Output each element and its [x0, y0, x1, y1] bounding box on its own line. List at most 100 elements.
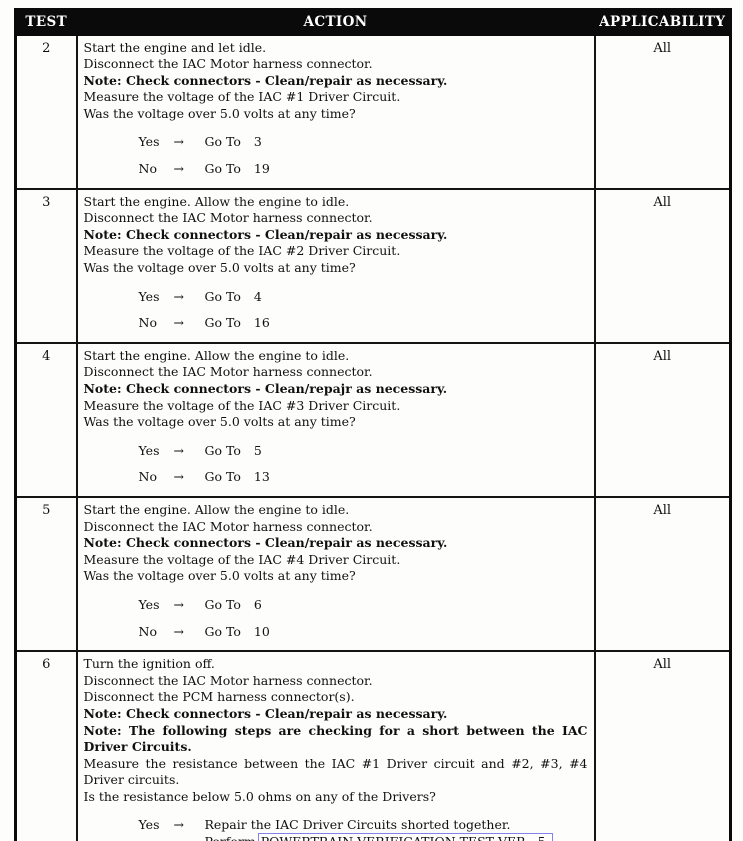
- answer-label: Yes: [138, 817, 160, 833]
- table-header-row: TEST ACTION APPLICABILITY: [14, 8, 732, 36]
- applicability-cell: All: [593, 650, 732, 841]
- goto-target-number: 13: [253, 469, 270, 485]
- action-line: Measure the voltage of the IAC #1 Driver…: [83, 89, 401, 105]
- answers-block: Yes → Go To 6 No → Go To 10: [84, 597, 588, 640]
- right-arrow-icon: →: [173, 315, 184, 331]
- answer-label: Yes: [138, 134, 160, 150]
- action-line: Measure the voltage of the IAC #4 Driver…: [83, 551, 401, 567]
- answer-row: Yes → Repair the IAC Driver Circuits sho…: [139, 817, 588, 841]
- action-line: Start the engine. Allow the engine to id…: [83, 193, 350, 209]
- test-number-cell: 6: [14, 650, 78, 841]
- column-header-applicability: APPLICABILITY: [593, 8, 732, 36]
- goto-label: Go To: [204, 288, 241, 304]
- action-line: Disconnect the IAC Motor harness connect…: [83, 210, 373, 226]
- action-line: Turn the ignition off.: [83, 656, 215, 672]
- action-line: Disconnect the IAC Motor harness connect…: [83, 518, 373, 534]
- answer-row: Yes → Go To 6: [139, 597, 588, 614]
- powertrain-verification-link[interactable]: POWERTRAIN VERIFICATION TEST VER - 5.: [257, 833, 553, 841]
- action-line: Measure the voltage of the IAC #3 Driver…: [83, 397, 401, 413]
- right-arrow-icon: →: [173, 817, 184, 833]
- column-header-action: ACTION: [75, 8, 596, 36]
- applicability-cell: All: [593, 495, 732, 653]
- action-line: Start the engine and let idle.: [83, 39, 267, 55]
- perform-instruction-line: PerformPOWERTRAIN VERIFICATION TEST VER …: [205, 833, 553, 841]
- action-question-line: Is the resistance below 5.0 ohms on any …: [83, 788, 436, 804]
- action-note-line: Note: Check connectors - Clean/repair as…: [83, 705, 448, 721]
- action-line: Start the engine. Allow the engine to id…: [83, 347, 350, 363]
- answer-result-block: Repair the IAC Driver Circuits shorted t…: [205, 817, 553, 841]
- goto-target-number: 10: [253, 623, 270, 639]
- action-question-line: Was the voltage over 5.0 volts at any ti…: [83, 260, 356, 276]
- diagnostic-test-table: TEST ACTION APPLICABILITY 2 Start the en…: [14, 8, 732, 841]
- action-line: Start the engine. Allow the engine to id…: [83, 501, 350, 517]
- goto-label: Go To: [204, 469, 241, 485]
- table-row: 3 Start the engine. Allow the engine to …: [14, 187, 732, 344]
- goto-label: Go To: [204, 134, 241, 150]
- answer-row: No → Go To 10: [139, 624, 588, 641]
- goto-target-number: 16: [253, 315, 270, 331]
- action-line: Disconnect the IAC Motor harness connect…: [83, 364, 373, 380]
- answer-label: No: [138, 623, 157, 639]
- table-row: 4 Start the engine. Allow the engine to …: [14, 341, 732, 498]
- action-line: Disconnect the IAC Motor harness connect…: [83, 56, 373, 72]
- right-arrow-icon: →: [173, 623, 184, 639]
- applicability-cell: All: [593, 33, 732, 190]
- answer-label: Yes: [138, 442, 160, 458]
- test-number-cell: 3: [14, 187, 78, 344]
- action-line: Measure the resistance between the IAC #…: [83, 755, 588, 788]
- answer-row: No → Go To 16: [139, 315, 588, 332]
- goto-target-number: 6: [253, 596, 262, 612]
- action-question-line: Was the voltage over 5.0 volts at any ti…: [83, 414, 356, 430]
- answer-row: No → Go To 13: [139, 469, 588, 486]
- goto-target-number: 3: [253, 134, 262, 150]
- goto-label: Go To: [204, 161, 241, 177]
- action-question-line: Was the voltage over 5.0 volts at any ti…: [83, 568, 356, 584]
- goto-target-number: 19: [253, 161, 270, 177]
- action-note-line: Note: Check connectors - Clean/repair as…: [83, 226, 448, 242]
- table-row: 6 Turn the ignition off. Disconnect the …: [14, 650, 732, 841]
- table-row: 2 Start the engine and let idle. Disconn…: [14, 33, 732, 190]
- goto-label: Go To: [204, 623, 241, 639]
- action-line: Disconnect the PCM harness connector(s).: [83, 689, 355, 705]
- action-cell: Start the engine. Allow the engine to id…: [75, 187, 596, 344]
- right-arrow-icon: →: [173, 134, 184, 150]
- action-question-line: Was the voltage over 5.0 volts at any ti…: [83, 105, 356, 121]
- goto-target-number: 4: [253, 288, 262, 304]
- answer-label: No: [138, 469, 157, 485]
- action-note-line: Note: Check connectors - Clean/repajr as…: [83, 381, 448, 396]
- action-note-line: Note: Check connectors - Clean/repair as…: [83, 535, 448, 551]
- answer-label: Yes: [138, 596, 160, 612]
- right-arrow-icon: →: [173, 442, 184, 458]
- right-arrow-icon: →: [173, 596, 184, 612]
- right-arrow-icon: →: [173, 161, 184, 177]
- right-arrow-icon: →: [173, 288, 184, 304]
- table-row: 5 Start the engine. Allow the engine to …: [14, 495, 732, 653]
- answer-label: Yes: [138, 288, 160, 304]
- action-cell: Start the engine and let idle. Disconnec…: [75, 33, 596, 190]
- answer-row: No → Go To 19: [139, 161, 588, 178]
- answer-row: Yes → Go To 4: [139, 289, 588, 306]
- action-line: Measure the voltage of the IAC #2 Driver…: [83, 243, 401, 259]
- column-header-test: TEST: [14, 8, 78, 36]
- test-number-cell: 5: [14, 495, 78, 653]
- applicability-cell: All: [593, 341, 732, 498]
- goto-label: Go To: [204, 596, 241, 612]
- answer-row: Yes → Go To 5: [139, 443, 588, 460]
- answers-block: Yes → Repair the IAC Driver Circuits sho…: [84, 817, 588, 841]
- action-cell: Turn the ignition off. Disconnect the IA…: [75, 650, 596, 841]
- answer-label: No: [138, 161, 157, 177]
- answers-block: Yes → Go To 5 No → Go To 13: [84, 443, 588, 486]
- goto-label: Go To: [204, 442, 241, 458]
- answers-block: Yes → Go To 4 No → Go To 16: [84, 289, 588, 332]
- repair-instruction-line: Repair the IAC Driver Circuits shorted t…: [204, 817, 511, 833]
- action-line: Disconnect the IAC Motor harness connect…: [83, 672, 373, 688]
- test-number-cell: 4: [14, 341, 78, 498]
- goto-label: Go To: [204, 315, 241, 331]
- goto-target-number: 5: [253, 442, 262, 458]
- answers-block: Yes → Go To 3 No → Go To 19: [84, 134, 588, 177]
- action-cell: Start the engine. Allow the engine to id…: [75, 495, 596, 653]
- answer-label: No: [138, 315, 157, 331]
- answer-row: Yes → Go To 3: [139, 134, 588, 151]
- action-cell: Start the engine. Allow the engine to id…: [75, 341, 596, 498]
